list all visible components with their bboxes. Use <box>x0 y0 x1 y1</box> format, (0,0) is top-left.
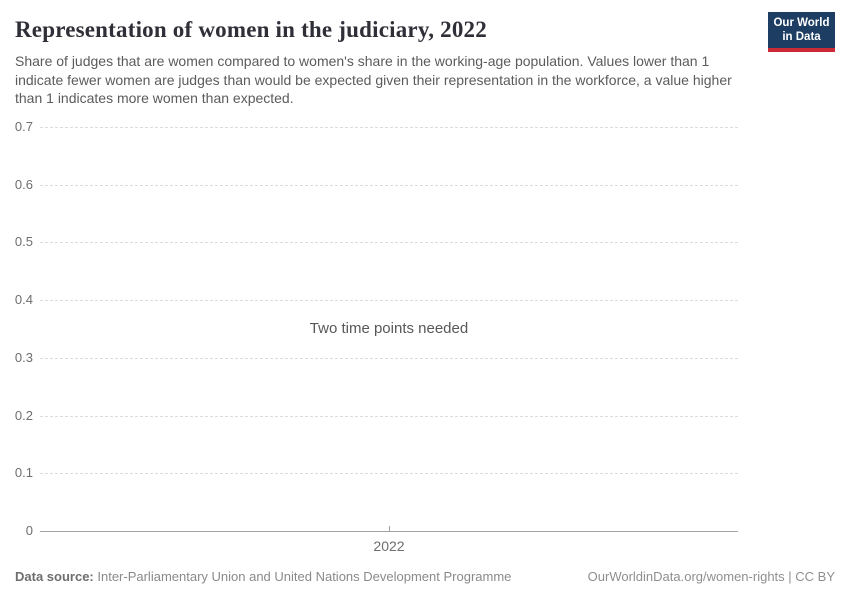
y-axis-tick-label: 0 <box>25 523 33 538</box>
y-axis-tick-label: 0.3 <box>14 349 33 365</box>
data-source-label: Data source: <box>15 569 94 584</box>
empty-state-message: Two time points needed <box>309 320 469 337</box>
y-gridline <box>40 357 738 359</box>
license-link[interactable]: OurWorldinData.org/women-rights | CC BY <box>587 569 835 584</box>
owid-logo-line2: in Data <box>782 30 821 43</box>
data-source-note: Data source: Inter-Parliamentary Union a… <box>15 569 511 584</box>
y-gridline <box>40 415 738 417</box>
y-gridline <box>40 242 738 244</box>
chart-title: Representation of women in the judiciary… <box>15 17 487 42</box>
owid-logo[interactable]: Our World in Data <box>768 12 835 52</box>
y-gridline <box>40 473 738 475</box>
chart-subtitle: Share of judges that are women compared … <box>15 53 732 106</box>
y-axis-tick-label: 0.7 <box>14 119 33 134</box>
y-axis-tick-label: 0.6 <box>14 176 33 192</box>
data-source-text: Inter-Parliamentary Union and United Nat… <box>93 569 512 584</box>
y-axis-tick-label: 0.4 <box>14 292 33 308</box>
x-axis-tick-label: 2022 <box>373 538 405 554</box>
y-axis-tick-label: 0.5 <box>14 234 33 250</box>
x-axis-tick-mark <box>388 526 390 531</box>
y-gridline <box>40 127 738 128</box>
y-axis-tick-label: 0.1 <box>14 465 33 481</box>
y-axis-tick-label: 0.2 <box>14 407 33 423</box>
y-gridline <box>40 300 738 302</box>
owid-logo-line1: Our World <box>773 17 830 29</box>
x-axis-line <box>40 531 738 532</box>
y-gridline <box>40 184 738 186</box>
